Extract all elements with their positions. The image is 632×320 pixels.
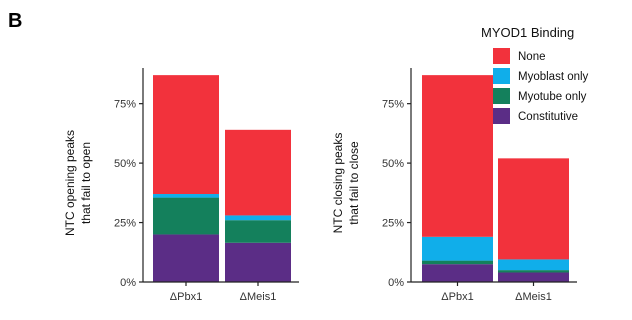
bar-segment-constitutive-1 [498, 272, 569, 282]
bar-segment-none-1 [225, 129, 291, 216]
bar-segment-myoblast-only-0 [153, 194, 219, 198]
bar-segment-myotube-only-0 [422, 260, 493, 265]
y-tick-label: 0% [388, 277, 404, 289]
y-axis-label: NTC closing peaks [331, 133, 345, 234]
x-tick-label: ΔMeis1 [240, 291, 277, 303]
bar-segment-myoblast-only-1 [225, 215, 291, 221]
y-tick-label: 75% [382, 99, 404, 111]
x-tick-label: ΔPbx1 [170, 291, 202, 303]
y-tick-label: 25% [114, 218, 136, 230]
bar-segment-myoblast-only-1 [498, 259, 569, 271]
y-tick-label: 50% [114, 158, 136, 170]
legend-swatch-constitutive [493, 108, 510, 124]
y-tick-label: 75% [114, 99, 136, 111]
bar-segment-none-0 [422, 75, 493, 237]
legend-swatch-none [493, 48, 510, 64]
legend-swatch-myoblast-only [493, 68, 510, 84]
bar-segment-myotube-only-1 [225, 220, 291, 243]
bar-segment-constitutive-0 [153, 234, 219, 282]
bar-segment-myotube-only-0 [153, 197, 219, 235]
y-axis-label: that fail to close [347, 141, 361, 225]
legend-label: Constitutive [518, 111, 578, 123]
panel-label: B [8, 10, 22, 32]
bar-segment-myotube-only-1 [498, 270, 569, 273]
x-tick-label: ΔMeis1 [515, 291, 552, 303]
x-tick-label: ΔPbx1 [441, 291, 473, 303]
legend-label: None [518, 51, 546, 63]
chart-panel-closing: ΔPbx1 ΔMeis1 0% 25% 50% 75% NTC closing peaks t… [331, 68, 577, 303]
legend-label: Myoblast only [518, 71, 589, 83]
y-tick-label: 25% [382, 218, 404, 230]
bar-segment-none-0 [153, 75, 219, 195]
y-tick-label: 0% [120, 277, 136, 289]
chart-panel-opening: ΔPbx1 ΔMeis1 0% 25% 50% 75% NTC opening peaks t… [63, 68, 299, 303]
y-axis-label: that fail to open [79, 142, 93, 224]
y-axis-label: NTC opening peaks [63, 130, 77, 236]
legend-label: Myotube only [518, 91, 587, 103]
bar-segment-myoblast-only-0 [422, 236, 493, 261]
legend: MYOD1 Binding None Myoblast only Myotube o… [481, 25, 589, 124]
legend-swatch-myotube-only [493, 88, 510, 104]
bar-segment-constitutive-1 [225, 242, 291, 282]
bar-segment-constitutive-0 [422, 264, 493, 282]
bar-segment-none-1 [498, 158, 569, 260]
y-tick-label: 50% [382, 158, 404, 170]
legend-title: MYOD1 Binding [481, 25, 574, 40]
